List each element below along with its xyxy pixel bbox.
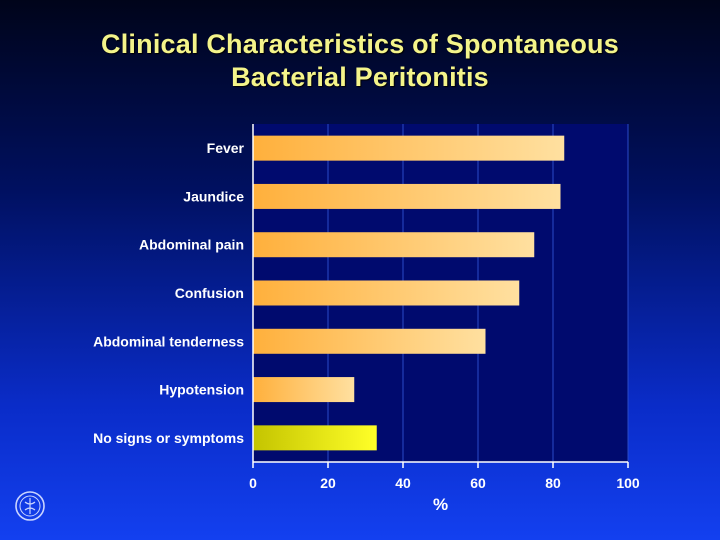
bar-no-signs-or-symptoms xyxy=(253,425,377,451)
category-label: Jaundice xyxy=(183,188,244,204)
title-line-2: Bacterial Peritonitis xyxy=(231,62,489,92)
x-axis-title: % xyxy=(433,495,448,514)
x-tick-label: 60 xyxy=(470,475,486,491)
category-label: Abdominal pain xyxy=(139,237,244,253)
x-tick-label: 0 xyxy=(249,475,257,491)
x-tick-label: 100 xyxy=(616,475,640,491)
bar-hypotension xyxy=(253,377,355,403)
slide-title: Clinical Characteristics of Spontaneous … xyxy=(0,28,720,94)
institution-seal-icon xyxy=(15,491,45,521)
bar-jaundice xyxy=(253,183,561,209)
x-tick-label: 20 xyxy=(320,475,336,491)
x-tick-label: 40 xyxy=(395,475,411,491)
bar-abdominal-tenderness xyxy=(253,328,486,354)
x-tick-label: 80 xyxy=(545,475,561,491)
category-label: No signs or symptoms xyxy=(93,430,244,446)
bar-confusion xyxy=(253,280,520,306)
bar-fever xyxy=(253,135,565,161)
category-label: Abdominal tenderness xyxy=(93,333,244,349)
title-line-1: Clinical Characteristics of Spontaneous xyxy=(101,29,619,59)
category-label: Confusion xyxy=(175,285,244,301)
category-label: Hypotension xyxy=(159,382,244,398)
category-label: Fever xyxy=(207,140,245,156)
bar-abdominal-pain xyxy=(253,232,535,258)
